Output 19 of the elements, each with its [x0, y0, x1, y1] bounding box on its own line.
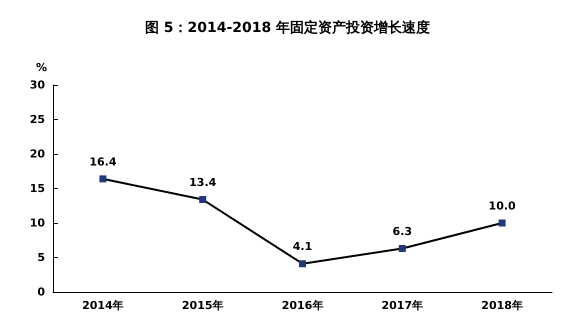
- data-label: 16.4: [89, 155, 117, 168]
- y-tick-label: 10: [30, 216, 46, 230]
- x-tick-label: 2018年: [481, 299, 523, 312]
- y-tick-label: 25: [30, 113, 45, 126]
- data-label: 10.0: [488, 200, 516, 212]
- y-tick-label: 0: [37, 286, 46, 298]
- data-label: 13.4: [189, 176, 217, 190]
- data-label: 4.1: [292, 240, 312, 254]
- chart-title: 图 5：2014-2018 年固定资产投资增长速度: [144, 19, 430, 36]
- y-tick-label: 15: [30, 182, 45, 195]
- x-tick-label: 2016年: [282, 299, 324, 312]
- y-tick-label: 5: [37, 251, 45, 264]
- x-tick-label: 2015年: [182, 299, 224, 312]
- y-tick-label: 30: [30, 78, 46, 92]
- y-axis-title: %: [36, 61, 47, 74]
- x-tick-label: 2014年: [82, 299, 124, 312]
- y-tick-label: 20: [30, 148, 46, 160]
- data-label: 6.3: [392, 225, 412, 238]
- x-tick-label: 2017年: [381, 299, 424, 312]
